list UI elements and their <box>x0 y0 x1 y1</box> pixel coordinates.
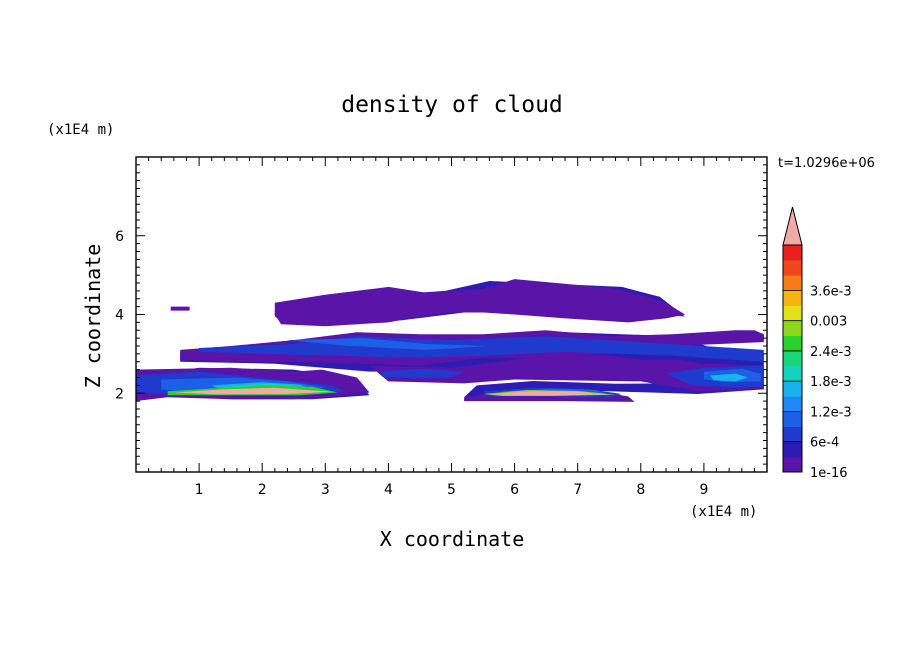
x-axis-unit: (x1E4 m) <box>690 504 757 520</box>
y-tick-label: 4 <box>115 308 124 324</box>
colorbar-swatch <box>783 441 802 458</box>
contour-region <box>382 368 465 379</box>
colorbar-swatch <box>783 275 802 291</box>
colorbar-swatch <box>783 396 802 412</box>
y-tick-label: 6 <box>115 229 124 245</box>
colorbar-swatch <box>783 381 802 397</box>
colorbar-swatch <box>783 245 802 261</box>
colorbar-label: 3.6e-3 <box>810 284 852 299</box>
contour-region <box>489 391 610 396</box>
colorbar-swatch <box>783 456 802 473</box>
x-tick-label: 7 <box>573 482 582 498</box>
contour-region <box>170 306 190 311</box>
colorbar-swatch <box>783 350 802 367</box>
x-tick-label: 4 <box>384 482 393 498</box>
x-tick-label: 9 <box>699 482 708 498</box>
colorbar-label: 6e-4 <box>810 436 839 451</box>
y-axis-label: Z coordinate <box>81 244 105 389</box>
colorbar-label: 2.4e-3 <box>810 345 852 360</box>
contour-region <box>274 279 685 327</box>
contour-region <box>710 373 749 382</box>
chart-title: density of cloud <box>341 92 563 118</box>
x-tick-label: 3 <box>321 482 330 498</box>
contour-region <box>369 355 764 392</box>
x-tick-label: 2 <box>258 482 267 498</box>
contour-region <box>173 387 332 395</box>
colorbar-label: 1.2e-3 <box>810 405 852 420</box>
x-tick-label: 6 <box>510 482 519 498</box>
axis-ticks: 1 2 3 4 5 6 7 8 9 2 4 6 <box>115 157 767 498</box>
colorbar-swatch <box>783 366 802 382</box>
colorbar-extend-triangle <box>782 206 803 246</box>
colorbar-label: 1e-16 <box>810 466 848 481</box>
time-label: t=1.0296e+06 <box>778 156 875 171</box>
colorbar-swatch <box>783 320 802 337</box>
x-axis-label: X coordinate <box>380 527 525 551</box>
colorbar: 1e-16 6e-4 1.2e-3 1.8e-3 2.4e-3 0.003 3.6e-3 <box>782 206 852 481</box>
colorbar-swatch <box>783 335 802 352</box>
colorbar-swatch <box>783 290 802 306</box>
colorbar-swatch <box>783 426 802 443</box>
colorbar-swatch <box>783 411 802 427</box>
contour-region <box>735 330 764 341</box>
colorbar-label: 0.003 <box>810 315 847 330</box>
colorbar-swatch <box>783 260 802 276</box>
colorbar-swatch <box>783 305 802 321</box>
x-tick-label: 8 <box>636 482 645 498</box>
contour-region <box>287 338 490 350</box>
y-tick-label: 2 <box>115 386 124 402</box>
contour-regions <box>136 279 764 402</box>
colorbar-label: 1.8e-3 <box>810 375 852 390</box>
x-tick-label: 1 <box>195 482 204 498</box>
y-axis-unit: (x1E4 m) <box>47 122 114 138</box>
x-tick-label: 5 <box>447 482 456 498</box>
